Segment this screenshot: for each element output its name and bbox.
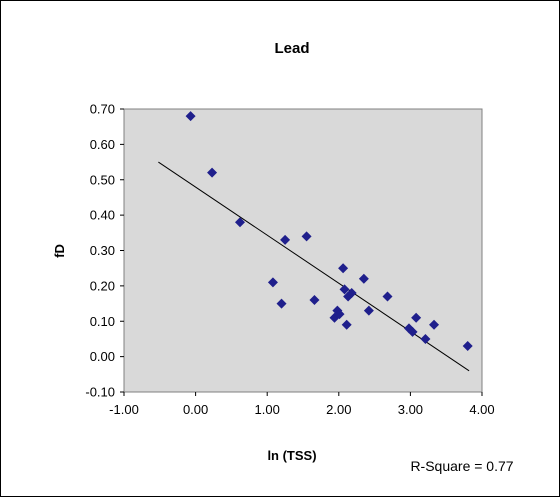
- data-point-25: [462, 341, 473, 352]
- data-point-8: [309, 295, 320, 306]
- y-tick-label: 0.60: [90, 137, 115, 152]
- x-axis-title: ln (TSS): [267, 448, 316, 463]
- y-axis-ticks: 0.70 0.60 0.50 0.40 0.30 0.20 0.10 0.00 -0.10: [85, 102, 124, 400]
- data-points: [185, 111, 473, 352]
- y-tick-label: 0.20: [90, 278, 115, 293]
- y-tick-label: 0.00: [90, 349, 115, 364]
- chart-title: Lead: [274, 40, 309, 57]
- data-point-14: [341, 319, 352, 330]
- data-point-7: [301, 231, 312, 242]
- data-point-5: [276, 298, 287, 309]
- data-point-6: [280, 234, 291, 245]
- y-tick-label: -0.10: [85, 385, 115, 400]
- data-point-21: [407, 326, 418, 337]
- x-tick-label: 1.00: [255, 402, 280, 417]
- y-tick-label: 0.10: [90, 314, 115, 329]
- data-point-18: [363, 305, 374, 316]
- x-tick-label: -1.00: [109, 402, 139, 417]
- data-point-17: [358, 273, 369, 284]
- plot-area: [123, 108, 483, 393]
- y-tick-label: 0.30: [90, 243, 115, 258]
- y-tick-label: 0.50: [90, 172, 115, 187]
- y-tick-label: 0.40: [90, 208, 115, 223]
- data-point-24: [429, 319, 440, 330]
- data-point-12: [338, 263, 349, 274]
- x-tick-label: 3.00: [398, 402, 423, 417]
- data-point-2: [207, 167, 218, 178]
- data-point-1: [185, 111, 196, 122]
- data-point-22: [411, 312, 422, 323]
- x-tick-label: 2.00: [326, 402, 351, 417]
- data-point-19: [382, 291, 393, 302]
- data-point-3: [234, 217, 245, 228]
- data-point-11: [334, 309, 345, 320]
- x-tick-label: 4.00: [469, 402, 494, 417]
- r-square-annotation: R-Square = 0.77: [410, 458, 513, 474]
- y-tick-label: 0.70: [90, 102, 115, 117]
- data-point-13: [339, 284, 350, 295]
- x-tick-label: 0.00: [183, 402, 208, 417]
- data-point-23: [420, 333, 431, 344]
- data-point-4: [267, 277, 278, 288]
- trendline: [158, 161, 470, 372]
- y-axis-title: fD: [52, 244, 67, 258]
- data-point-16: [346, 287, 357, 298]
- x-axis-ticks: -1.00 0.00 1.00 2.00 3.00 4.00: [109, 392, 495, 417]
